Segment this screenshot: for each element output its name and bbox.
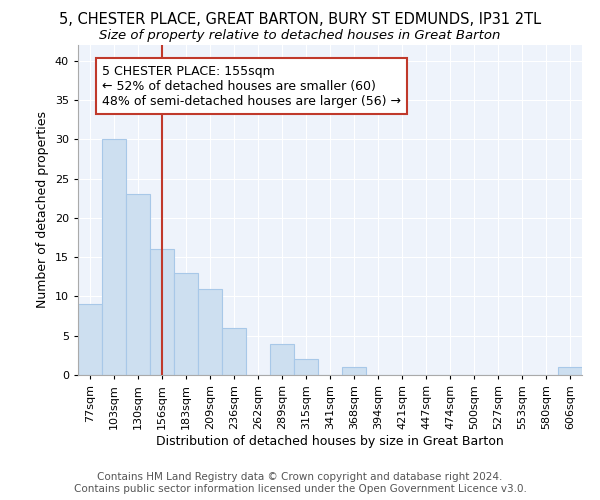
Bar [174,273,198,375]
Bar [126,194,150,375]
Bar [558,367,582,375]
Y-axis label: Number of detached properties: Number of detached properties [36,112,49,308]
Bar [150,250,174,375]
Text: 5 CHESTER PLACE: 155sqm
← 52% of detached houses are smaller (60)
48% of semi-de: 5 CHESTER PLACE: 155sqm ← 52% of detache… [102,64,401,108]
Bar [342,367,366,375]
X-axis label: Distribution of detached houses by size in Great Barton: Distribution of detached houses by size … [156,434,504,448]
Text: Size of property relative to detached houses in Great Barton: Size of property relative to detached ho… [100,28,500,42]
Text: 5, CHESTER PLACE, GREAT BARTON, BURY ST EDMUNDS, IP31 2TL: 5, CHESTER PLACE, GREAT BARTON, BURY ST … [59,12,541,28]
Bar [102,140,126,375]
Bar [294,360,318,375]
Bar [222,328,246,375]
Bar [78,304,102,375]
Bar [198,288,222,375]
Text: Contains HM Land Registry data © Crown copyright and database right 2024.
Contai: Contains HM Land Registry data © Crown c… [74,472,526,494]
Bar [270,344,294,375]
